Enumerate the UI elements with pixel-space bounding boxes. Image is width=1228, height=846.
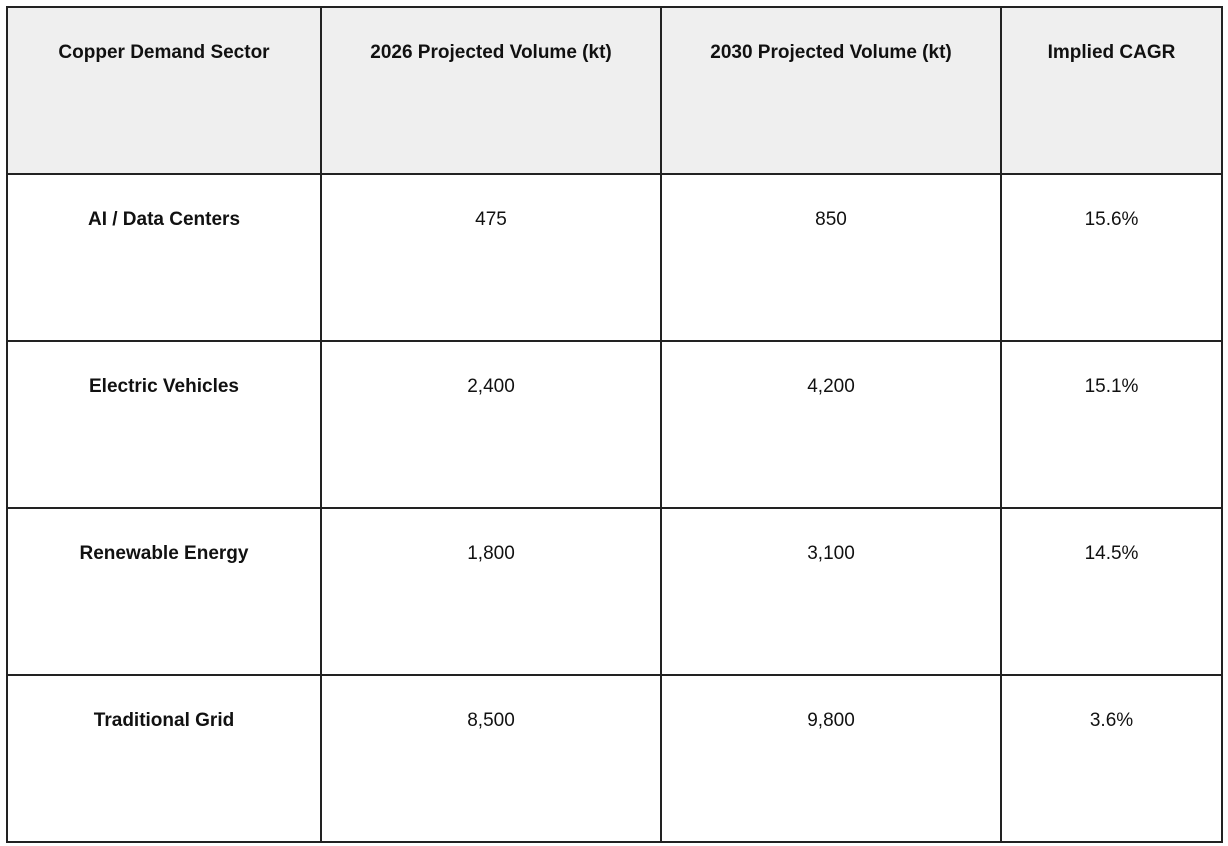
data-table: Copper Demand Sector 2026 Projected Volum… xyxy=(6,6,1223,843)
value-cell: 3,100 xyxy=(660,507,1002,676)
value-cell: 14.5% xyxy=(1000,507,1223,676)
table-row: Renewable Energy 1,800 3,100 14.5% xyxy=(6,507,1223,676)
value-cell: 15.6% xyxy=(1000,173,1223,342)
value-cell: 9,800 xyxy=(660,674,1002,843)
table-row: Traditional Grid 8,500 9,800 3.6% xyxy=(6,674,1223,843)
value-cell: 475 xyxy=(320,173,662,342)
value-cell: 8,500 xyxy=(320,674,662,843)
header-cell: Implied CAGR xyxy=(1000,6,1223,175)
header-cell: 2030 Projected Volume (kt) xyxy=(660,6,1002,175)
value-cell: 1,800 xyxy=(320,507,662,676)
value-cell: 3.6% xyxy=(1000,674,1223,843)
table-body: AI / Data Centers 475 850 15.6% Electric Veh… xyxy=(6,173,1223,843)
sector-cell: AI / Data Centers xyxy=(6,173,322,342)
table-row: AI / Data Centers 475 850 15.6% xyxy=(6,173,1223,342)
sector-cell: Traditional Grid xyxy=(6,674,322,843)
value-cell: 4,200 xyxy=(660,340,1002,509)
table-row: Electric Vehicles 2,400 4,200 15.1% xyxy=(6,340,1223,509)
header-row: Copper Demand Sector 2026 Projected Volum… xyxy=(6,6,1223,175)
table-header: Copper Demand Sector 2026 Projected Volum… xyxy=(6,6,1223,175)
value-cell: 850 xyxy=(660,173,1002,342)
sector-cell: Renewable Energy xyxy=(6,507,322,676)
value-cell: 15.1% xyxy=(1000,340,1223,509)
header-cell: 2026 Projected Volume (kt) xyxy=(320,6,662,175)
sector-cell: Electric Vehicles xyxy=(6,340,322,509)
value-cell: 2,400 xyxy=(320,340,662,509)
header-cell: Copper Demand Sector xyxy=(6,6,322,175)
